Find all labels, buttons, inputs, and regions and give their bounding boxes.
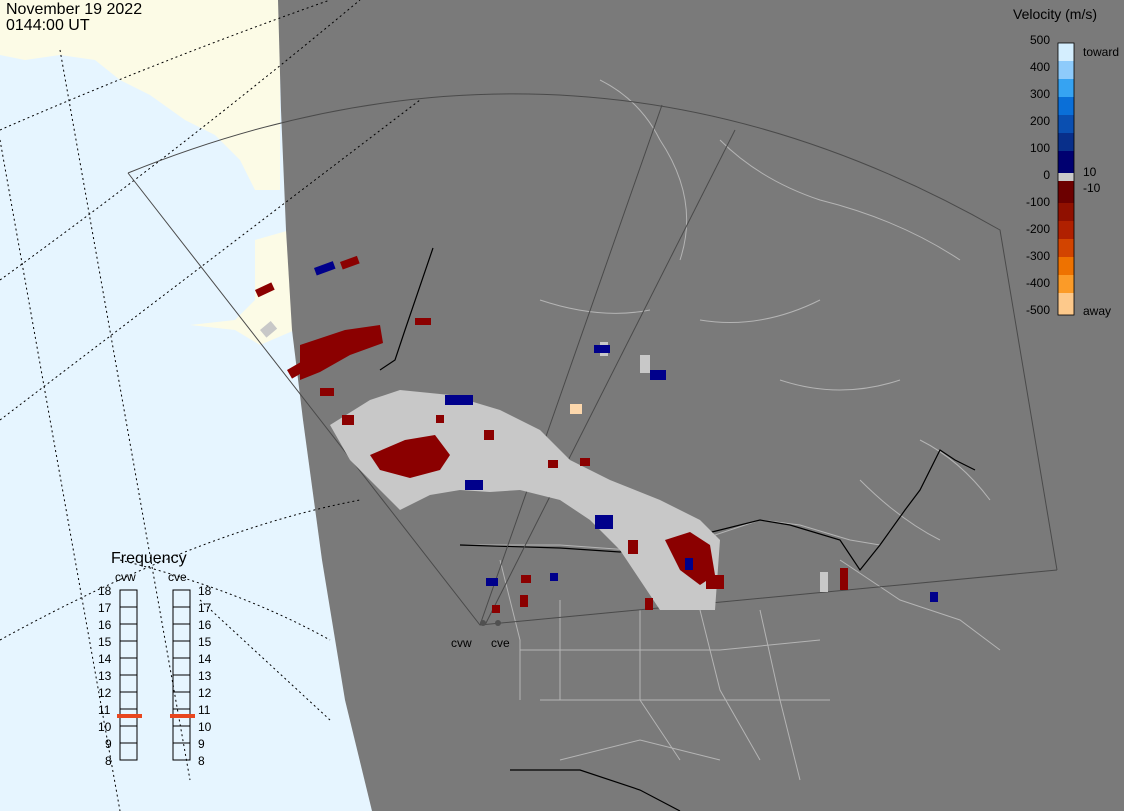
- cve-freq-tick-10: 10: [198, 720, 212, 734]
- cve-freq-tick-16: 16: [198, 618, 212, 632]
- away-velocity-bins: [254, 255, 848, 613]
- scale-bar-14: [1058, 293, 1074, 315]
- velocity-inner-label-upper: 10: [1083, 165, 1097, 179]
- cvw-freq-tick-8: 8: [105, 754, 112, 768]
- velocity-tick-neg300: -300: [1025, 249, 1050, 263]
- cvw-radar-site: [480, 620, 486, 626]
- velocity-tick-500: 500: [1029, 33, 1050, 47]
- away-label: away: [1083, 304, 1112, 318]
- cve-freq-tick-18: 18: [198, 584, 212, 598]
- scale-bar-11: [1058, 239, 1074, 257]
- cvw-freq-tick-14: 14: [98, 652, 112, 666]
- toward-velocity-bins: [314, 261, 938, 602]
- frequency-radar-cve: cve: [168, 570, 187, 584]
- scale-bar-10: [1058, 221, 1074, 239]
- cve-radar-site: [495, 620, 501, 626]
- scale-bar-8: [1058, 181, 1074, 203]
- cvw-freq-tick-17: 17: [98, 601, 112, 615]
- velocity-tick-400: 400: [1029, 60, 1050, 74]
- velocity-tick-neg100: -100: [1025, 195, 1050, 209]
- slow-velocity-bin: [570, 404, 582, 414]
- velocity-tick-neg400: -400: [1025, 276, 1050, 290]
- graticule: [0, 0, 421, 811]
- scale-bar-1: [1058, 61, 1074, 79]
- cve-freq-tick-13: 13: [198, 669, 212, 683]
- cvw-freq-tick-15: 15: [98, 635, 112, 649]
- toward-label: toward: [1083, 45, 1120, 59]
- scale-bar-frame: [1057, 42, 1075, 316]
- cvw-site-label: cvw: [451, 636, 472, 650]
- cvw-freq-tick-10: 10: [98, 720, 112, 734]
- scan-date: November 19 2022: [6, 1, 143, 18]
- scale-bar-4: [1058, 115, 1074, 133]
- velocity-tick-100: 100: [1029, 141, 1050, 155]
- cvw-freq-tick-13: 13: [98, 669, 112, 683]
- cve-freq-tick-11: 11: [198, 703, 211, 717]
- velocity-color-scale: [1057, 42, 1075, 316]
- frequency-radar-cvw: cvw: [115, 570, 136, 584]
- night-region: [278, 0, 1124, 811]
- daylight-land-peninsula: [190, 230, 295, 345]
- velocity-tick-0: 0: [1043, 168, 1050, 182]
- scale-bar-2: [1058, 79, 1074, 97]
- scale-bar-12: [1058, 257, 1074, 275]
- scale-bar-5: [1058, 133, 1074, 151]
- cve-freq-tick-8: 8: [198, 754, 205, 768]
- scale-bar-0: [1058, 43, 1074, 61]
- cvw-freq-tick-11: 11: [98, 703, 111, 717]
- daylight-land: [0, 0, 280, 190]
- cve-freq-tick-17: 17: [198, 601, 212, 615]
- frequency-title: Frequency: [111, 550, 187, 567]
- cve-freq-tick-15: 15: [198, 635, 212, 649]
- cve-freq-tick-9: 9: [198, 737, 205, 751]
- velocity-tick-neg500: -500: [1025, 303, 1050, 317]
- frequency-scales: [119, 589, 191, 761]
- scale-bar-6: [1058, 151, 1074, 173]
- cvw-freq-tick-9: 9: [105, 737, 112, 751]
- borders: [460, 79, 1001, 781]
- velocity-inner-label-lower: -10: [1083, 181, 1101, 195]
- cve-freq-tick-12: 12: [198, 686, 212, 700]
- scale-bar-13: [1058, 275, 1074, 293]
- scale-bar-7: [1058, 173, 1074, 181]
- field-of-view: [127, 93, 1058, 626]
- scale-bar-9: [1058, 203, 1074, 221]
- scale-bar-3: [1058, 97, 1074, 115]
- cve-site-label: cve: [491, 636, 510, 650]
- velocity-tick-neg200: -200: [1025, 222, 1050, 236]
- velocity-scale-title: Velocity (m/s): [1013, 6, 1098, 22]
- cvw-freq-tick-18: 18: [98, 584, 112, 598]
- cvw-freq-tick-16: 16: [98, 618, 112, 632]
- scan-time: 0144:00 UT: [6, 17, 90, 34]
- velocity-tick-200: 200: [1029, 114, 1050, 128]
- cvw-frequency-marker: [117, 714, 142, 718]
- cve-freq-tick-14: 14: [198, 652, 212, 666]
- cve-frequency-marker: [170, 714, 195, 718]
- velocity-tick-300: 300: [1029, 87, 1050, 101]
- cvw-freq-tick-12: 12: [98, 686, 112, 700]
